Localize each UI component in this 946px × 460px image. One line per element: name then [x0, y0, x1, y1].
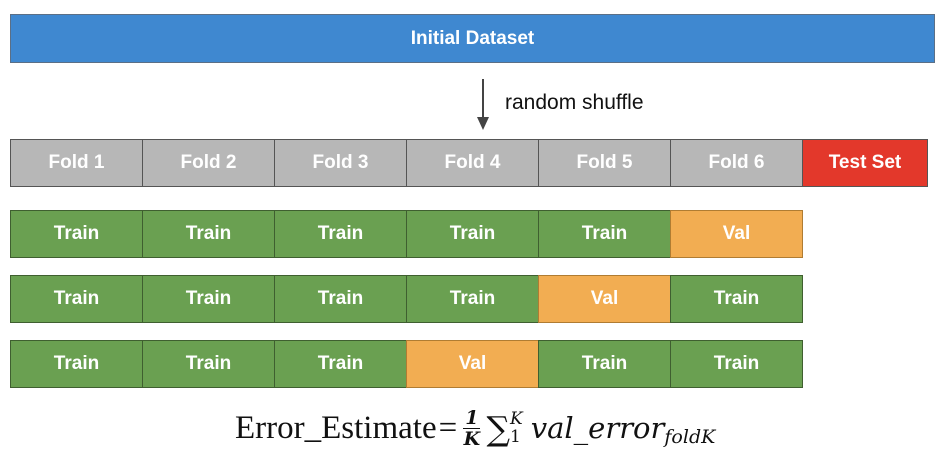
iteration-3-cell-6: Train — [670, 340, 803, 388]
shuffle-label: random shuffle — [505, 91, 644, 114]
formula-equals: = — [438, 409, 458, 446]
error-estimate-formula: Error_Estimate = 1 K ∑ K 1 val_error fol… — [235, 398, 715, 458]
sum-limits: K 1 — [510, 410, 523, 446]
iteration-1-cell-6: Val — [670, 210, 803, 258]
fold-4: Fold 4 — [406, 139, 539, 187]
iteration-row-3: Train Train Train Val Train Train — [10, 340, 803, 388]
iteration-1-cell-3: Train — [274, 210, 407, 258]
fold-1: Fold 1 — [10, 139, 143, 187]
fold-5: Fold 5 — [538, 139, 671, 187]
iteration-1-cell-2: Train — [142, 210, 275, 258]
folds-row: Fold 1 Fold 2 Fold 3 Fold 4 Fold 5 Fold … — [10, 139, 928, 187]
formula-fraction: 1 K — [463, 406, 481, 450]
formula-expression: val_error — [530, 411, 665, 445]
down-arrow-icon — [477, 79, 489, 130]
iteration-2-cell-1: Train — [10, 275, 143, 323]
sum-lower-limit: 1 — [510, 427, 521, 447]
fraction-denominator: K — [463, 427, 481, 450]
formula-subscript: foldK — [664, 426, 716, 448]
iteration-3-cell-1: Train — [10, 340, 143, 388]
initial-dataset-bar: Initial Dataset — [10, 14, 935, 63]
iteration-1-cell-5: Train — [538, 210, 671, 258]
fold-2: Fold 2 — [142, 139, 275, 187]
sum-upper-limit: K — [510, 409, 523, 429]
iteration-2-cell-6: Train — [670, 275, 803, 323]
iteration-row-1: Train Train Train Train Train Val — [10, 210, 803, 258]
iteration-3-cell-2: Train — [142, 340, 275, 388]
fold-6: Fold 6 — [670, 139, 803, 187]
fraction-numerator: 1 — [463, 406, 481, 429]
test-set: Test Set — [802, 139, 928, 187]
iteration-3-cell-5: Train — [538, 340, 671, 388]
sum-symbol: ∑ — [486, 408, 511, 448]
iteration-2-cell-4: Train — [406, 275, 539, 323]
iteration-1-cell-4: Train — [406, 210, 539, 258]
iteration-2-cell-5: Val — [538, 275, 671, 323]
iteration-2-cell-3: Train — [274, 275, 407, 323]
fold-3: Fold 3 — [274, 139, 407, 187]
iteration-1-cell-1: Train — [10, 210, 143, 258]
iteration-2-cell-2: Train — [142, 275, 275, 323]
iteration-row-2: Train Train Train Train Val Train — [10, 275, 803, 323]
formula-lhs: Error_Estimate — [235, 409, 437, 446]
iteration-3-cell-4: Val — [406, 340, 539, 388]
iteration-3-cell-3: Train — [274, 340, 407, 388]
